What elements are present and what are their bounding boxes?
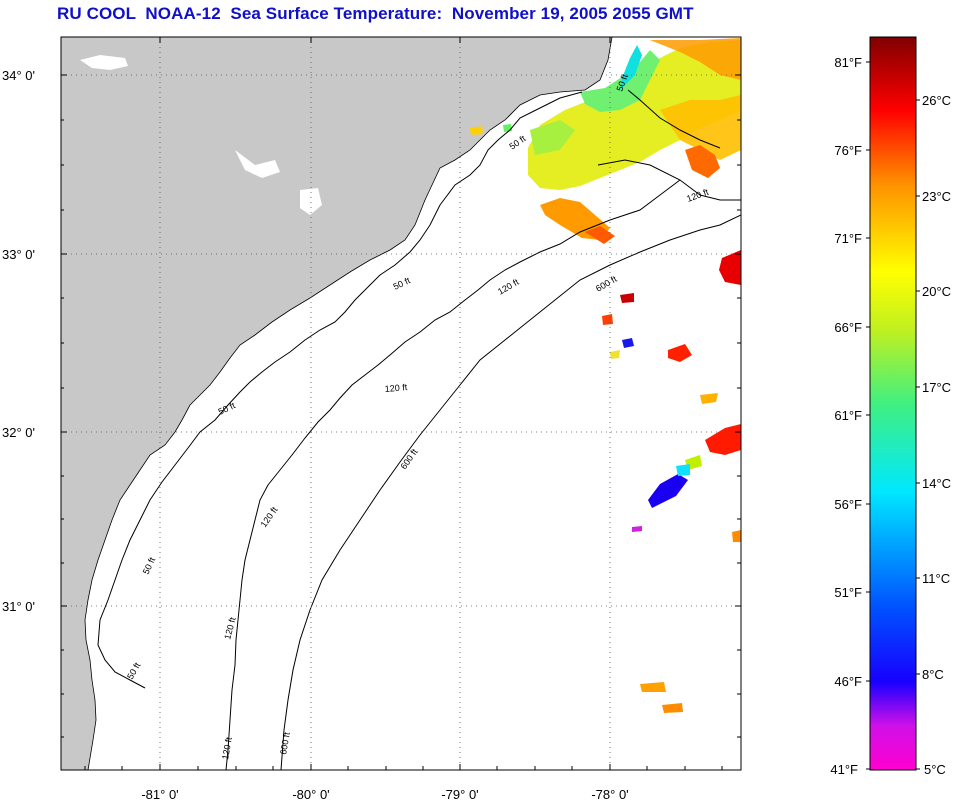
f-label: 46°F (834, 674, 862, 689)
lon-label: -78° 0' (591, 787, 628, 801)
f-label: 41°F (830, 762, 858, 777)
map-title: RU COOL NOAA-12 Sea Surface Temperature:… (57, 4, 694, 23)
c-label: 11°C (922, 571, 950, 586)
lat-label: 31° 0' (2, 599, 35, 614)
longitude-labels: -81° 0' -80° 0' -79° 0' -78° 0' (141, 787, 628, 801)
map-area: 50 ft 50 ft 50 ft 50 ft 50 ft 50 ft 120 … (61, 37, 741, 770)
lon-label: -80° 0' (292, 787, 329, 801)
f-label: 71°F (834, 231, 862, 246)
c-label: 20°C (922, 284, 951, 299)
lake (235, 150, 280, 178)
lon-label: -81° 0' (141, 787, 178, 801)
land-mass (61, 37, 613, 770)
colorbar (869, 36, 917, 771)
bathymetry-contours (97, 89, 741, 770)
colorbar-ticks (866, 61, 920, 770)
colorbar-celsius-labels: 26°C 23°C 20°C 17°C 14°C 11°C 8°C 5°C (922, 93, 951, 777)
c-label: 23°C (922, 189, 951, 204)
f-label: 61°F (834, 408, 862, 423)
lat-label: 33° 0' (2, 247, 35, 262)
c-label: 26°C (922, 93, 951, 108)
contour-label: 120 ft (384, 382, 408, 394)
map-border (60, 36, 742, 771)
f-label: 51°F (834, 585, 862, 600)
latitude-labels: 34° 0' 33° 0' 32° 0' 31° 0' (2, 68, 35, 614)
contour-600ft (280, 214, 741, 770)
contour-50ft (97, 91, 583, 689)
c-label: 17°C (922, 380, 951, 395)
lat-label: 32° 0' (2, 425, 35, 440)
lake (300, 188, 322, 215)
c-label: 8°C (922, 667, 944, 682)
f-label: 76°F (834, 143, 862, 158)
graticule (61, 37, 741, 770)
lon-label: -79° 0' (441, 787, 478, 801)
contour-120ft (225, 159, 741, 770)
colorbar-fahrenheit-labels: 81°F 76°F 71°F 66°F 61°F 56°F 51°F 46°F … (830, 55, 862, 777)
lat-label: 34° 0' (2, 68, 35, 83)
sst-patches (470, 38, 741, 713)
lake (80, 55, 128, 70)
f-label: 81°F (834, 55, 862, 70)
axis-ticks (61, 37, 741, 770)
f-label: 66°F (834, 320, 862, 335)
c-label: 14°C (922, 476, 951, 491)
c-label: 5°C (924, 762, 946, 777)
f-label: 56°F (834, 497, 862, 512)
contour-label: 120 ft (220, 736, 234, 760)
contour-label: 600 ft (278, 731, 292, 755)
